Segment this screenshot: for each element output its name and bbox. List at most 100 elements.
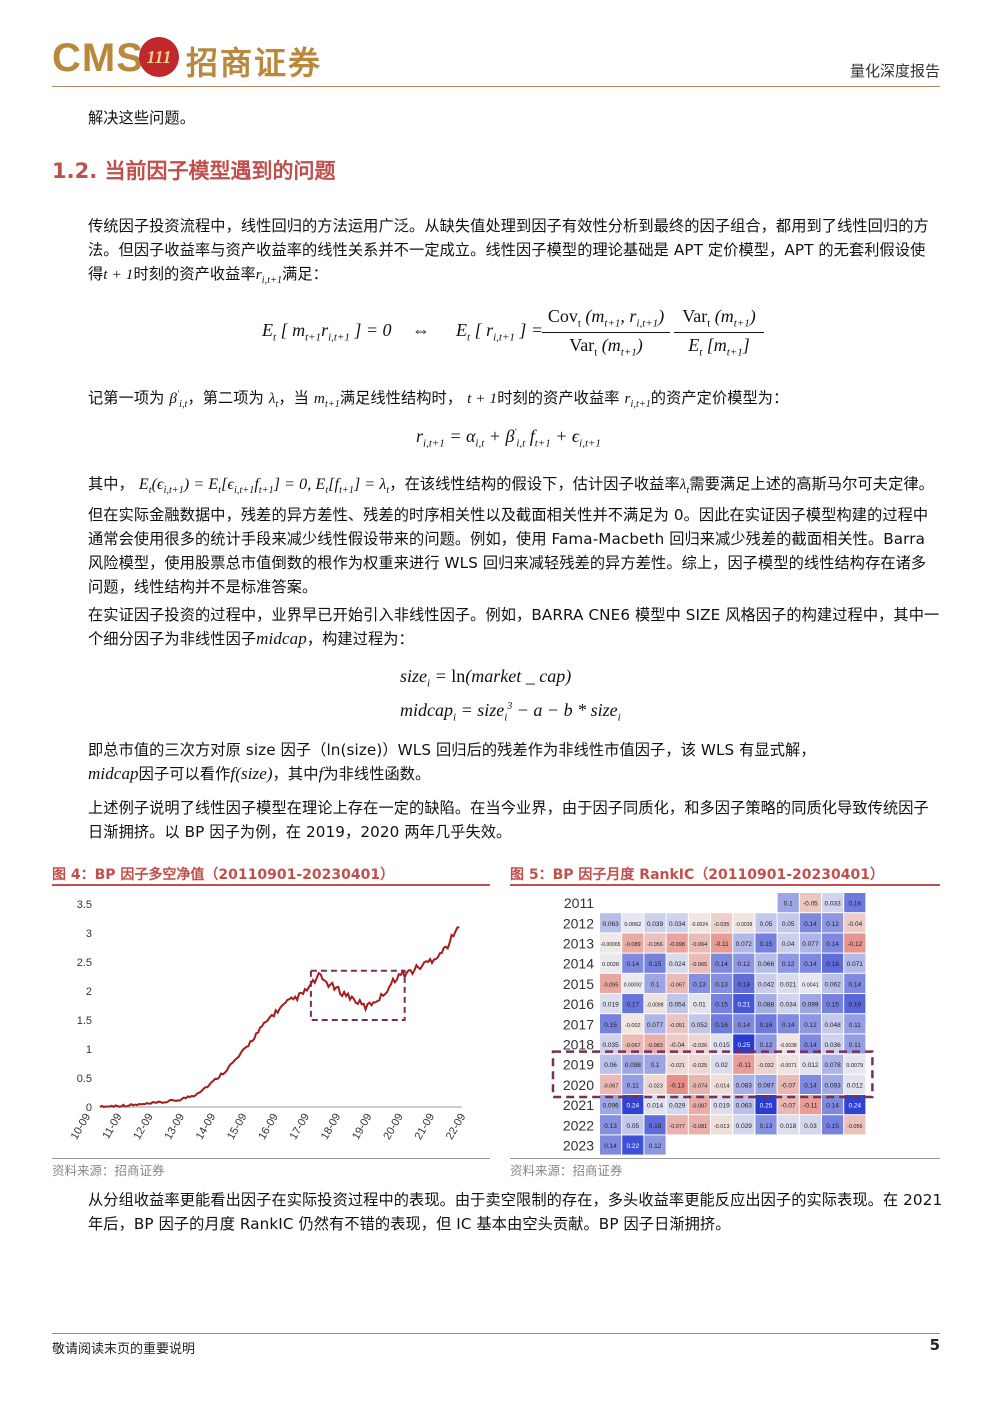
header-divider: [52, 86, 940, 87]
row-labels: 2011 2012 2013 2014 2015 2016 2017 2018 2019 2020…: [563, 895, 594, 1153]
heatmap-cell: [799, 1115, 821, 1135]
figure-5-source-rule: [510, 1158, 940, 1159]
heatmap-cell: [777, 1014, 799, 1034]
heatmap-cell: [622, 1095, 644, 1115]
logo-badge-icon: 111: [139, 37, 179, 77]
cell-value: 0.14: [626, 961, 639, 968]
heatmap-cell: [799, 1074, 821, 1094]
heatmap-cell: [688, 1034, 710, 1054]
cell-value: 0.034: [780, 1002, 797, 1009]
y-tick-label: 0.5: [77, 1073, 92, 1085]
cell-value: 0.15: [604, 1022, 617, 1029]
cell-value: -0.07: [781, 1103, 796, 1110]
p2-text-b: ，第二项为: [187, 389, 264, 408]
cell-value: -0.07: [781, 1082, 796, 1089]
heatmap-cells: 0.1 -0.05 0.033 0.16 0.063 0.0062 0.039 0.034 -0…: [600, 893, 866, 1155]
heatmap-cell: [755, 1095, 777, 1115]
heatmap-cell: [777, 953, 799, 973]
cell-value: 0.18: [649, 1123, 662, 1130]
heatmap-cell: [600, 1135, 622, 1155]
figure-4-source: 资料来源：招商证券: [52, 1163, 165, 1178]
paragraph-6: 上述例子说明了线性因子模型在理论上存在一定的缺陷。在当今业界，由于因子同质化，和…: [88, 799, 929, 841]
heatmap-cell: [822, 1074, 844, 1094]
cell-value: 0.012: [802, 1062, 819, 1069]
heatmap-cell: [622, 973, 644, 993]
cell-value: 0.11: [849, 1022, 862, 1029]
cell-value: 0.16: [715, 1022, 728, 1029]
paragraph-4: 在实证因子投资的过程中，业界早已开始引入非线性因子。例如，BARRA CNE6 …: [88, 603, 940, 651]
p5-var-midcap: midcap: [88, 764, 139, 783]
heatmap-cell: [622, 913, 644, 933]
heatmap-cell: [644, 1115, 666, 1135]
cell-value: 0.15: [826, 1002, 839, 1009]
heatmap-cell: [844, 1074, 866, 1094]
cell-value: -0.11: [714, 941, 729, 948]
cell-value: 0.17: [626, 1002, 639, 1009]
cell-value: -0.0071: [780, 1063, 797, 1069]
cell-value: 0.14: [715, 961, 728, 968]
cell-value: 0.018: [780, 1123, 797, 1130]
cell-value: 0.024: [669, 961, 686, 968]
heatmap-cell: [688, 1054, 710, 1074]
cell-value: 0.099: [802, 1002, 819, 1009]
x-tick-label: 22-09: [444, 1112, 468, 1142]
heatmap-cell: [688, 1014, 710, 1034]
heatmap-cell: [822, 1034, 844, 1054]
figure-5-rule: [510, 884, 940, 886]
heatmap-cell: [733, 1074, 755, 1094]
cell-value: 0.05: [626, 1123, 639, 1130]
p5-text-b: 因子可以看作: [138, 765, 231, 783]
cell-value: 0.12: [760, 1042, 773, 1049]
cell-value: 0.12: [782, 961, 795, 968]
x-tick-label: 15-09: [225, 1112, 249, 1142]
y-tick-label: 2.5: [77, 957, 92, 969]
heatmap-cell: [755, 973, 777, 993]
equation-2: ri,t+1 = αi,t + β'i,t ft+1 + ϵi,t+1: [416, 426, 601, 450]
heatmap-cell: [822, 933, 844, 953]
cell-value: -0.089: [625, 942, 641, 948]
cell-value: 0.13: [715, 981, 728, 988]
x-tick-label: 13-09: [163, 1112, 187, 1142]
cell-value: 0.063: [602, 921, 619, 928]
heatmap-cell: [711, 1095, 733, 1115]
logo-cms-text: CMS: [52, 36, 144, 80]
heatmap-cell: [844, 1034, 866, 1054]
cell-value: 0.24: [848, 1103, 861, 1110]
cell-value: 0.12: [737, 961, 750, 968]
cell-value: 0.088: [758, 1002, 775, 1009]
nav-series-line: [99, 926, 460, 1109]
heatmap-cell: [777, 1074, 799, 1094]
cell-value: 0.1: [650, 981, 659, 988]
heatmap-cell: [622, 1115, 644, 1135]
cell-value: 0.06: [604, 1062, 617, 1069]
cell-value: -0.025: [692, 1063, 708, 1069]
footer-disclaimer: 敬请阅读末页的重要说明: [52, 1342, 196, 1357]
heatmap-cell: [844, 973, 866, 993]
heatmap-cell: [600, 1115, 622, 1135]
row-label: 2011: [564, 895, 594, 911]
heatmap-cell: [600, 913, 622, 933]
cell-value: -0.087: [692, 1104, 708, 1110]
heatmap-cell: [666, 913, 688, 933]
p1-text-a: 传统因子投资流程中，线性回归的方法运用广泛。从缺失值处理到因子有效性分析到最终的…: [88, 217, 929, 283]
cell-value: -0.002: [625, 1023, 641, 1029]
heatmap-cell: [844, 953, 866, 973]
cell-value: 0.13: [693, 981, 706, 988]
x-tick-label: 16-09: [256, 1112, 280, 1142]
heatmap-cell: [733, 1014, 755, 1034]
heatmap-cell: [822, 1014, 844, 1034]
heatmap-cell: [644, 1135, 666, 1155]
cell-value: 0.093: [824, 1082, 841, 1089]
cell-value: 0.039: [647, 921, 664, 928]
heatmap-cell: [711, 1014, 733, 1034]
intro-tail: 解决这些问题。: [88, 109, 196, 127]
cell-value: -0.074: [692, 1083, 708, 1089]
heatmap-cell: [622, 933, 644, 953]
cell-value: 0.019: [713, 1103, 730, 1110]
heatmap-cell: [755, 913, 777, 933]
x-tick-label: 11-09: [100, 1112, 124, 1142]
heatmap-cell: [600, 973, 622, 993]
heatmap-cell: [644, 1014, 666, 1034]
p4-var-midcap: midcap: [256, 629, 307, 648]
cell-value: 0.11: [849, 1042, 862, 1049]
